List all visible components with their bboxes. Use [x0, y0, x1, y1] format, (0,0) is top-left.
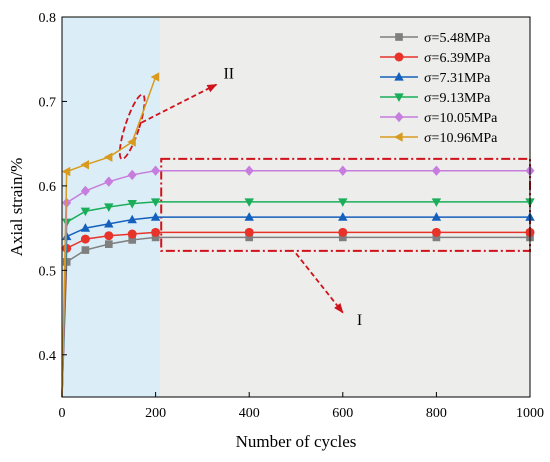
- data-point: [104, 176, 114, 187]
- legend-marker: [395, 33, 403, 41]
- data-point: [61, 166, 71, 177]
- data-point: [80, 185, 90, 197]
- x-tick-label: 600: [332, 406, 353, 421]
- legend: σ=5.48MPa σ=6.39MPa σ=7.31MPa σ=9.13MPa σ=10…: [380, 31, 498, 146]
- data-point: [338, 165, 348, 176]
- x-tick-label: 800: [426, 406, 447, 421]
- legend-entry: σ=10.05MPa: [380, 111, 498, 126]
- data-point: [151, 233, 160, 242]
- y-tick-label: 0.4: [39, 349, 57, 364]
- annotation-labels: III: [141, 66, 362, 329]
- data-point: [338, 212, 348, 221]
- x-tick-label: 200: [145, 406, 166, 421]
- x-tick-label: 0: [59, 406, 66, 421]
- series-layer: [61, 72, 535, 398]
- annotation-ellipse: [118, 93, 146, 160]
- data-point: [431, 212, 442, 221]
- y-tick-label: 0.8: [39, 11, 57, 26]
- data-point: [244, 227, 254, 237]
- series-2: [61, 212, 535, 398]
- x-tick-label: 1000: [516, 406, 544, 421]
- y-axis-label: Axial strain/%: [7, 158, 26, 257]
- legend-entry: σ=10.96MPa: [380, 131, 498, 146]
- series-3: [61, 198, 535, 398]
- x-tick-label: 400: [239, 406, 260, 421]
- legend-entry: σ=6.39MPa: [380, 51, 491, 66]
- series-line: [61, 236, 530, 398]
- legend-label: σ=10.05MPa: [424, 111, 498, 126]
- data-point: [244, 198, 254, 207]
- x-axis-label: Number of cycles: [236, 432, 357, 451]
- data-point: [151, 165, 161, 176]
- data-point: [80, 160, 89, 170]
- series-line: [61, 201, 530, 398]
- data-point: [338, 233, 347, 242]
- data-point: [245, 233, 254, 242]
- series-5: [61, 72, 160, 398]
- legend-label: σ=7.31MPa: [424, 71, 491, 86]
- plot-frame: [61, 16, 531, 398]
- data-point: [150, 198, 161, 207]
- data-point: [80, 234, 90, 244]
- data-point: [431, 198, 442, 207]
- annotation-label: II: [223, 66, 234, 83]
- legend-marker: [394, 132, 403, 142]
- annotation-arrow: [295, 252, 344, 314]
- legend-label: σ=5.48MPa: [424, 31, 491, 46]
- data-point: [128, 236, 137, 244]
- series-line: [61, 216, 530, 398]
- data-point: [127, 214, 137, 224]
- axis-ticks: 0 200 400 600 800 1000 0.4 0.5 0.6 0.7 0.8: [39, 11, 545, 421]
- data-point: [81, 246, 90, 254]
- y-tick-label: 0.5: [39, 264, 57, 279]
- legend-marker: [394, 111, 404, 123]
- legend-label: σ=9.13MPa: [424, 91, 491, 106]
- legend-marker: [394, 52, 404, 62]
- legend-marker: [394, 72, 404, 81]
- data-point: [104, 240, 113, 248]
- data-point: [338, 227, 348, 237]
- data-point: [104, 203, 114, 212]
- data-point: [104, 231, 114, 241]
- legend-entry: σ=9.13MPa: [380, 91, 491, 106]
- data-point: [127, 169, 137, 181]
- data-point: [431, 227, 441, 237]
- data-point: [80, 207, 91, 217]
- data-point: [432, 233, 441, 242]
- data-point: [431, 165, 441, 176]
- data-point: [80, 223, 91, 232]
- y-tick-label: 0.6: [39, 180, 57, 195]
- data-point: [104, 218, 114, 228]
- legend-label: σ=10.96MPa: [424, 131, 498, 146]
- legend-label: σ=6.39MPa: [424, 51, 491, 66]
- y-tick-label: 0.7: [39, 95, 57, 110]
- legend-entry: σ=5.48MPa: [380, 31, 491, 46]
- data-point: [127, 200, 137, 209]
- data-point: [150, 72, 160, 82]
- series-line: [61, 76, 157, 398]
- shaded-region-1: [160, 17, 530, 397]
- series-line: [61, 231, 530, 398]
- data-point: [127, 229, 137, 239]
- series-line: [61, 169, 530, 398]
- annotation-label: I: [357, 312, 362, 329]
- data-point: [151, 227, 161, 237]
- data-point: [127, 137, 136, 147]
- legend-marker: [394, 93, 404, 102]
- shaded-regions: [62, 17, 530, 397]
- data-point: [103, 152, 113, 162]
- data-point: [338, 198, 348, 207]
- legend-entry: σ=7.31MPa: [380, 71, 491, 86]
- data-point: [244, 165, 254, 176]
- data-point: [244, 212, 254, 221]
- annotation-arrow: [141, 83, 218, 124]
- data-point: [150, 212, 161, 221]
